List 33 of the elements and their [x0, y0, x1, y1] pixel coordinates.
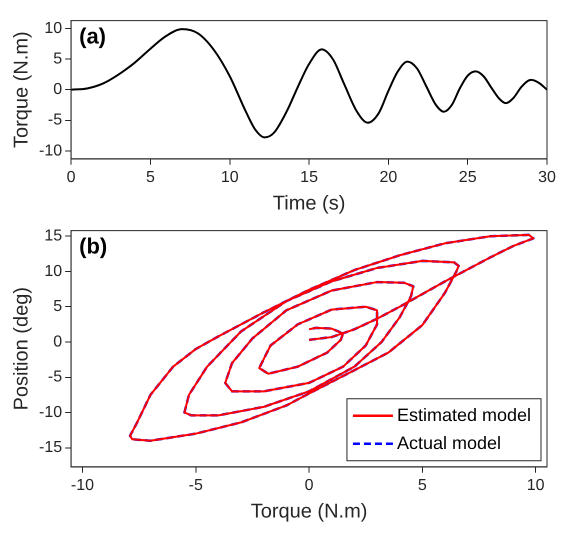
y-tick-label: 10: [44, 20, 62, 37]
y-axis-title: Torque (N.m): [10, 31, 33, 148]
x-axis-title: Time (s): [272, 192, 346, 215]
y-tick-label: -5: [48, 368, 62, 386]
y-tick-label: -10: [39, 142, 62, 160]
annotation: (b): [79, 234, 108, 259]
y-tick-label: -5: [48, 112, 62, 129]
x-axis-title: Torque (N.m): [250, 500, 368, 523]
y-tick-label: 10: [44, 262, 62, 280]
x-tick-label: 30: [538, 168, 556, 186]
x-tick-label: 0: [66, 168, 76, 186]
y-tick-label: 5: [53, 50, 62, 68]
y-tick-label: -15: [39, 439, 62, 456]
y-tick-label: 5: [53, 298, 62, 316]
y-tick-label: 0: [53, 333, 62, 350]
legend-label: Estimated model: [396, 404, 532, 425]
line-series: [71, 28, 547, 138]
y-axis-title: Position (deg): [10, 286, 33, 410]
x-tick-label: 25: [458, 168, 477, 186]
y-tick-label: -10: [39, 404, 62, 421]
x-tick-label: 5: [418, 476, 427, 494]
x-tick-label: 10: [526, 476, 545, 494]
x-tick-label: -5: [188, 476, 203, 494]
x-tick-label: 15: [300, 168, 318, 186]
y-tick-label: 0: [53, 81, 62, 98]
annotation: (a): [79, 24, 106, 49]
x-tick-label: 20: [379, 168, 398, 186]
x-tick-label: 10: [220, 168, 239, 186]
x-tick-label: 0: [304, 476, 314, 494]
x-tick-label: 5: [146, 168, 155, 186]
x-tick-label: -10: [70, 476, 94, 494]
y-tick-label: 15: [44, 228, 62, 245]
legend-label: Actual model: [396, 432, 502, 453]
